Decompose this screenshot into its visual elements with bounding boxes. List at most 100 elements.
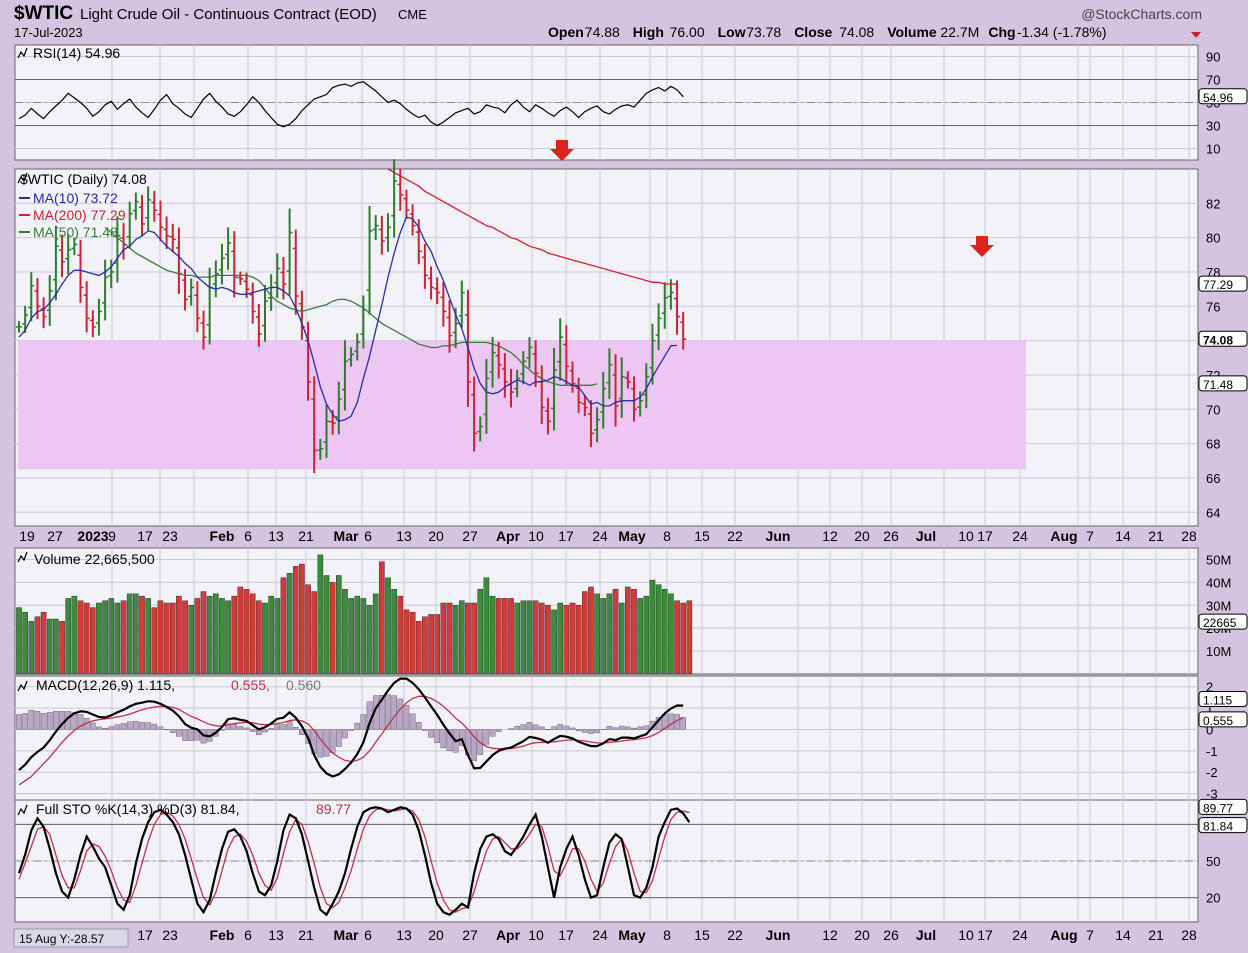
macd-histogram-bar	[244, 728, 249, 729]
macd-histogram-bar	[564, 726, 569, 729]
volume-bar	[490, 596, 495, 674]
volume-bar	[570, 603, 575, 674]
macd-histogram-bar	[533, 725, 538, 730]
macd-histogram-bar	[404, 705, 409, 729]
exchange: CME	[398, 7, 427, 22]
volume-bar	[201, 592, 206, 674]
y-tick-label: 70	[1206, 73, 1220, 88]
date-axis-label: Jun	[766, 528, 791, 544]
date-axis-label: 22	[727, 528, 743, 544]
macd-histogram-bar	[293, 727, 298, 729]
date-axis-label: Jul	[916, 528, 936, 544]
legend-label: MA(200) 77.29	[33, 207, 126, 223]
macd-histogram-bar	[133, 721, 138, 729]
macd-histogram-bar	[342, 729, 347, 738]
y-tick-label: 20	[1206, 891, 1220, 906]
volume-bar	[465, 603, 470, 674]
date-axis-label: 24	[592, 528, 608, 544]
date-axis-label: May	[618, 528, 645, 544]
volume-bar	[502, 598, 507, 674]
volume-bar	[582, 592, 587, 674]
volume-bar	[367, 605, 372, 674]
date-axis-label: 21	[298, 528, 314, 544]
volume-bar	[121, 601, 126, 674]
date-axis-label: 24	[1012, 528, 1028, 544]
y-tick-label: 76	[1206, 299, 1220, 314]
volume-bar	[269, 596, 274, 674]
y-tick-label: 90	[1206, 50, 1220, 65]
volume-bar	[496, 598, 501, 674]
date-axis-label: 9	[108, 528, 116, 544]
macd-histogram-bar	[127, 722, 132, 730]
y-tick-label: 10M	[1206, 644, 1231, 659]
volume-bar	[410, 612, 415, 674]
date-axis-label: 28	[1181, 927, 1197, 943]
value-tag: 77.29	[1203, 278, 1233, 292]
volume-bar	[293, 566, 298, 674]
macd-histogram-bar	[41, 713, 46, 729]
macd-histogram-bar	[232, 724, 237, 729]
value-tag: 54.96	[1203, 91, 1233, 105]
ohlc-label: Chg	[988, 24, 1015, 40]
volume-bar	[324, 575, 329, 674]
date-axis-label: 27	[47, 528, 63, 544]
y-tick-label: 50M	[1206, 552, 1231, 567]
date-axis-label: 15	[694, 927, 710, 943]
date-axis-label: 10	[528, 927, 544, 943]
volume-bar	[595, 594, 600, 674]
volume-bar	[72, 596, 77, 674]
volume-bar	[53, 619, 58, 674]
volume-bar	[226, 601, 231, 674]
macd-histogram-bar	[109, 727, 114, 730]
volume-bar	[238, 587, 243, 674]
macd-histogram-bar	[484, 729, 489, 744]
date-axis-label: 24	[592, 927, 608, 943]
volume-bar	[551, 610, 556, 674]
value-tag: 81.84	[1203, 820, 1233, 834]
date-axis-label: 20	[854, 927, 870, 943]
macd-histogram-bar	[588, 729, 593, 733]
volume-bar	[232, 596, 237, 674]
date-axis-label: 17	[977, 927, 993, 943]
date-axis-label: 7	[1086, 927, 1094, 943]
date-axis-label: 14	[1115, 528, 1131, 544]
volume-bar	[207, 596, 212, 674]
volume-bar	[342, 589, 347, 674]
macd-histogram-bar	[103, 728, 108, 729]
volume-bar	[515, 603, 520, 674]
support-resistance-band	[18, 341, 1026, 470]
volume-bar	[539, 603, 544, 674]
date-axis-label: 28	[1181, 528, 1197, 544]
date-axis-label: 12	[822, 927, 838, 943]
volume-bar	[373, 594, 378, 674]
macd-histogram-bar	[29, 710, 34, 729]
macd-histogram-bar	[16, 714, 21, 729]
macd-histogram-bar	[490, 729, 495, 736]
macd-histogram-bar	[613, 728, 618, 730]
macd-histogram-bar	[47, 712, 52, 729]
volume-bar	[644, 596, 649, 674]
ohlc-label: Volume	[887, 24, 937, 40]
macd-histogram-bar	[262, 729, 267, 732]
y-tick-label: 66	[1206, 471, 1220, 486]
macd-histogram-bar	[238, 726, 243, 729]
ohlc-value: -1.34 (-1.78%)	[1017, 24, 1106, 40]
volume-bar	[158, 601, 163, 674]
date-axis-label: 14	[1115, 927, 1131, 943]
macd-histogram-bar	[23, 713, 28, 729]
date-axis-label: May	[618, 927, 645, 943]
macd-histogram-bar	[668, 714, 673, 730]
date-axis-label: 6	[364, 528, 372, 544]
volume-bar	[84, 603, 89, 674]
date-axis-label: 21	[298, 927, 314, 943]
macd-histogram-bar	[644, 726, 649, 730]
macd-histogram-bar	[607, 726, 612, 729]
rsi-title: RSI(14) 54.96	[33, 45, 120, 61]
volume-bar	[275, 598, 280, 674]
y-tick-label: 64	[1206, 505, 1220, 520]
macd-histogram-bar	[250, 729, 255, 731]
volume-bar	[521, 601, 526, 674]
y-tick-label: 68	[1206, 437, 1220, 452]
macd-histogram-bar	[287, 721, 292, 729]
date-axis-label: Aug	[1050, 528, 1077, 544]
